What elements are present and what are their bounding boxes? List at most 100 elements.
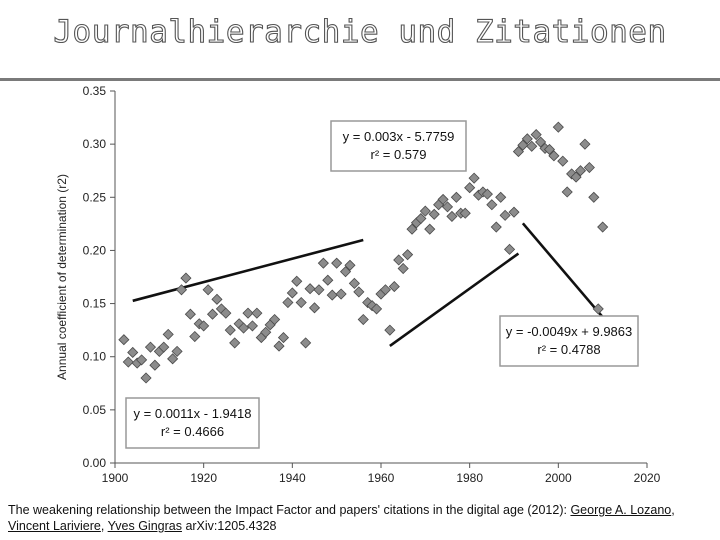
data-point xyxy=(269,313,281,326)
fit-r2: r² = 0.4788 xyxy=(537,342,600,357)
data-point xyxy=(397,262,409,275)
data-point xyxy=(175,284,188,296)
fit-label-box xyxy=(499,315,639,367)
data-point xyxy=(118,334,130,346)
x-tick-label: 1900 xyxy=(102,471,129,485)
data-point xyxy=(353,286,365,298)
title-divider xyxy=(0,78,720,81)
data-point xyxy=(388,281,400,293)
data-point xyxy=(184,308,196,320)
data-point xyxy=(459,207,471,219)
data-point xyxy=(592,303,604,315)
figure-caption: The weakening relationship between the I… xyxy=(8,502,713,534)
data-point xyxy=(464,182,476,194)
y-tick-label: 0.30 xyxy=(83,137,107,151)
data-point xyxy=(335,288,347,300)
data-point xyxy=(526,140,538,152)
slide-title: Journalhierarchie und Zitationen xyxy=(53,13,667,50)
fit-r2: r² = 0.579 xyxy=(370,147,426,162)
data-point xyxy=(162,328,174,340)
data-point xyxy=(504,243,516,255)
y-tick-label: 0.35 xyxy=(83,84,107,98)
data-point xyxy=(481,188,493,200)
data-point xyxy=(490,221,502,233)
data-point xyxy=(295,296,307,309)
fit-label-box xyxy=(330,120,467,172)
data-point xyxy=(136,354,148,366)
data-point xyxy=(428,208,440,220)
data-point xyxy=(122,356,134,368)
data-point xyxy=(579,138,591,150)
x-tick-label: 2020 xyxy=(634,471,661,485)
caption-separator: , xyxy=(100,519,108,533)
y-tick-label: 0.05 xyxy=(83,403,107,417)
data-point xyxy=(339,266,352,278)
data-point xyxy=(158,341,170,353)
trend-line-2 xyxy=(389,252,520,348)
data-point xyxy=(499,209,511,221)
data-point xyxy=(331,257,343,269)
data-point xyxy=(441,201,454,213)
data-point xyxy=(419,205,431,217)
data-point xyxy=(597,221,609,233)
data-point xyxy=(317,257,329,269)
data-point xyxy=(424,223,436,235)
data-point xyxy=(322,274,334,286)
data-point xyxy=(512,146,524,158)
caption-separator: , xyxy=(671,503,675,517)
x-tick-label: 2000 xyxy=(545,471,572,485)
data-point xyxy=(286,287,298,299)
data-point xyxy=(242,307,254,319)
fit-label-box xyxy=(125,397,260,449)
author-link-lozano[interactable]: George A. Lozano xyxy=(570,503,672,517)
data-point xyxy=(291,275,303,287)
data-point xyxy=(238,322,250,334)
data-point xyxy=(260,326,272,338)
data-point xyxy=(552,121,564,133)
data-point xyxy=(557,155,569,167)
data-point xyxy=(508,206,520,218)
data-point xyxy=(167,353,179,365)
author-link-lariviere[interactable]: Vincent Lariviere xyxy=(8,519,101,533)
data-point xyxy=(570,171,582,183)
trend-line-3 xyxy=(521,222,604,318)
data-point xyxy=(574,165,587,177)
y-tick-label: 0.00 xyxy=(83,456,107,470)
data-point xyxy=(300,337,312,349)
y-tick-label: 0.15 xyxy=(83,297,107,311)
data-point xyxy=(127,346,139,359)
data-point xyxy=(402,249,414,261)
data-point xyxy=(437,193,449,205)
scatter-chart: Annual coefficient of determination (r2)… xyxy=(55,84,661,485)
data-point xyxy=(224,324,236,336)
fit-r2: r² = 0.4666 xyxy=(161,424,224,439)
data-point xyxy=(393,254,405,266)
data-point xyxy=(517,139,529,151)
data-point xyxy=(446,210,458,222)
fit-equation: y = 0.003x - 5.7759 xyxy=(343,129,455,144)
x-tick-label: 1920 xyxy=(190,471,217,485)
author-link-gingras[interactable]: Yves Gingras xyxy=(107,519,182,533)
data-point xyxy=(140,372,152,384)
data-point xyxy=(282,296,294,309)
data-point xyxy=(344,259,356,271)
data-point xyxy=(415,212,427,225)
data-point xyxy=(308,302,321,314)
data-point xyxy=(450,191,462,203)
data-point xyxy=(468,172,480,184)
data-point xyxy=(583,161,595,174)
x-tick-label: 1940 xyxy=(279,471,306,485)
data-point xyxy=(220,307,232,319)
data-point xyxy=(144,341,157,353)
data-point xyxy=(530,129,542,141)
data-point xyxy=(406,223,418,235)
data-point xyxy=(384,324,396,336)
data-point xyxy=(198,320,210,332)
data-point xyxy=(379,284,391,296)
data-point xyxy=(189,330,201,343)
fit-equation: y = 0.0011x - 1.9418 xyxy=(134,406,252,421)
data-point xyxy=(348,277,360,289)
data-point xyxy=(251,307,263,319)
y-tick-label: 0.25 xyxy=(83,190,107,204)
data-point xyxy=(357,313,369,326)
